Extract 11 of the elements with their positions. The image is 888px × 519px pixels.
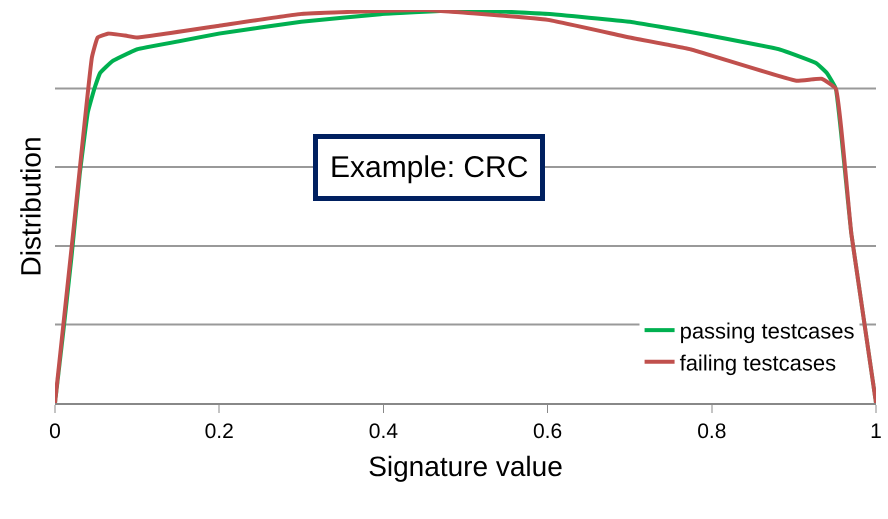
x-tick-label: 0 [49, 420, 61, 444]
x-tick-label: 1 [870, 420, 882, 444]
y-axis-title: Distribution [16, 136, 47, 277]
x-tick-label: 0.8 [697, 420, 726, 444]
x-tick-label: 0.2 [204, 420, 234, 444]
legend-label: failing testcases [680, 350, 836, 376]
x-axis-title: Signature value [368, 450, 563, 482]
annotation: Example: CRC [330, 151, 528, 184]
legend-label: passing testcases [680, 318, 854, 344]
x-tick-label: 0.6 [533, 420, 562, 444]
x-tick-label: 0.4 [368, 420, 398, 444]
